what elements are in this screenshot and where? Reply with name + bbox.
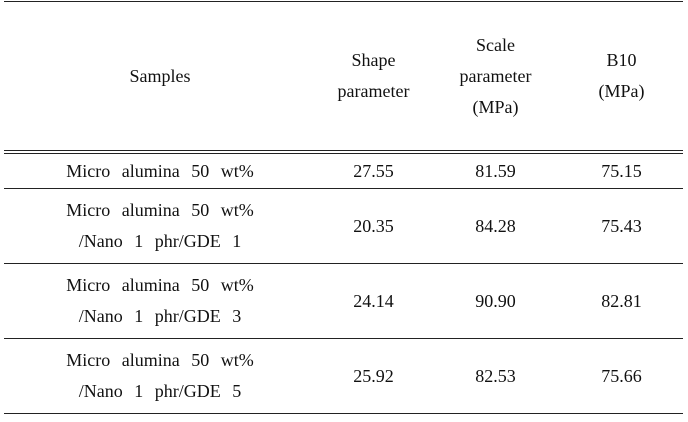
sample-cell: Micro alumina 50 wt% bbox=[4, 152, 316, 189]
table-row: Micro alumina 50 wt% /Nano 1 phr/GDE 1 2… bbox=[4, 188, 683, 264]
header-samples: Samples bbox=[4, 1, 316, 154]
header-scale-line3: (MPa) bbox=[472, 96, 519, 117]
shape-cell: 25.92 bbox=[316, 338, 431, 414]
scale-cell: 81.59 bbox=[431, 152, 560, 189]
header-shape-line1: Shape bbox=[351, 50, 396, 70]
table-header-row: Samples Shape parameter Scale parameter … bbox=[4, 1, 683, 154]
sample-cell: Micro alumina 50 wt% /Nano 1 phr/GDE 3 bbox=[4, 263, 316, 339]
header-scale-line1: Scale bbox=[476, 34, 515, 55]
header-shape-parameter: Shape parameter bbox=[316, 1, 431, 154]
header-scale-parameter: Scale parameter (MPa) bbox=[431, 1, 560, 154]
scale-cell: 84.28 bbox=[431, 188, 560, 264]
sample-line1: Micro alumina 50 wt% bbox=[66, 275, 254, 295]
header-b10-line1: B10 bbox=[606, 50, 637, 70]
table-row: Micro alumina 50 wt% 27.55 81.59 75.15 bbox=[4, 152, 683, 189]
b10-cell: 75.43 bbox=[560, 188, 683, 264]
shape-cell: 24.14 bbox=[316, 263, 431, 339]
header-b10: B10 (MPa) bbox=[560, 1, 683, 154]
sample-line2: /Nano 1 phr/GDE 1 bbox=[78, 231, 242, 251]
b10-cell: 82.81 bbox=[560, 263, 683, 339]
shape-cell: 27.55 bbox=[316, 152, 431, 189]
header-samples-label: Samples bbox=[129, 65, 191, 86]
shape-cell: 20.35 bbox=[316, 188, 431, 264]
header-b10-line2: (MPa) bbox=[598, 81, 645, 101]
table-row: Micro alumina 50 wt% /Nano 1 phr/GDE 3 2… bbox=[4, 263, 683, 339]
b10-cell: 75.66 bbox=[560, 338, 683, 414]
sample-line2: /Nano 1 phr/GDE 3 bbox=[78, 306, 242, 326]
header-shape-line2: parameter bbox=[337, 81, 410, 101]
table-row: Micro alumina 50 wt% /Nano 1 phr/GDE 5 2… bbox=[4, 338, 683, 414]
sample-line1: Micro alumina 50 wt% bbox=[66, 160, 254, 181]
b10-cell: 75.15 bbox=[560, 152, 683, 189]
scale-cell: 90.90 bbox=[431, 263, 560, 339]
sample-cell: Micro alumina 50 wt% /Nano 1 phr/GDE 1 bbox=[4, 188, 316, 264]
sample-cell: Micro alumina 50 wt% /Nano 1 phr/GDE 5 bbox=[4, 338, 316, 414]
sample-line1: Micro alumina 50 wt% bbox=[66, 350, 254, 370]
sample-line2: /Nano 1 phr/GDE 5 bbox=[78, 381, 242, 401]
scale-cell: 82.53 bbox=[431, 338, 560, 414]
weibull-parameters-table: Samples Shape parameter Scale parameter … bbox=[4, 1, 683, 414]
sample-line1: Micro alumina 50 wt% bbox=[66, 200, 254, 220]
header-scale-line2: parameter bbox=[459, 65, 532, 86]
